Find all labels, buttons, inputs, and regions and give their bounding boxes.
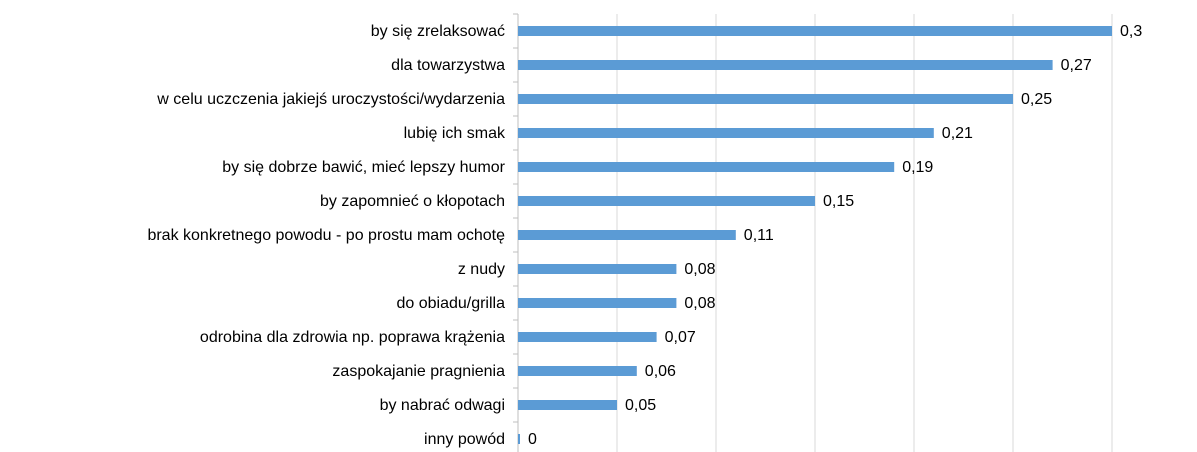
data-label: 0,27 — [1061, 57, 1092, 74]
data-label: 0,05 — [625, 397, 656, 414]
category-label: do obiadu/grilla — [396, 295, 505, 312]
bar — [518, 196, 815, 206]
data-label: 0,08 — [684, 295, 715, 312]
category-label: odrobina dla zdrowia np. poprawa krążeni… — [200, 329, 505, 346]
category-label: by nabrać odwagi — [380, 397, 505, 414]
bar — [518, 400, 617, 410]
bar — [518, 26, 1112, 36]
data-label: 0,15 — [823, 193, 854, 210]
bar — [518, 60, 1053, 70]
bar — [518, 162, 895, 172]
data-label: 0,19 — [902, 159, 933, 176]
bar — [518, 230, 736, 240]
data-label: 0,06 — [645, 363, 676, 380]
category-label: w celu uczczenia jakiejś uroczystości/wy… — [156, 91, 505, 108]
data-label: 0,21 — [942, 125, 973, 142]
data-label: 0,08 — [684, 261, 715, 278]
category-label: z nudy — [458, 261, 505, 278]
bar — [518, 264, 677, 274]
category-label: brak konkretnego powodu - po prostu mam … — [147, 227, 505, 244]
category-label: dla towarzystwa — [391, 57, 505, 74]
bar — [518, 332, 657, 342]
data-label: 0,11 — [744, 227, 774, 244]
data-label: 0,07 — [665, 329, 696, 346]
category-label: inny powód — [424, 431, 505, 448]
category-label: by się dobrze bawić, mieć lepszy humor — [222, 159, 505, 176]
bar — [518, 366, 637, 376]
bar — [518, 94, 1013, 104]
data-label: 0 — [528, 431, 537, 448]
category-label: by zapomnieć o kłopotach — [320, 193, 505, 210]
category-label: by się zrelaksować — [371, 23, 505, 40]
category-label: zaspokajanie pragnienia — [332, 363, 505, 380]
bar — [518, 128, 934, 138]
data-label: 0,25 — [1021, 91, 1052, 108]
bar — [518, 434, 520, 444]
category-label: lubię ich smak — [404, 125, 506, 142]
bar — [518, 298, 677, 308]
data-label: 0,3 — [1120, 23, 1142, 40]
